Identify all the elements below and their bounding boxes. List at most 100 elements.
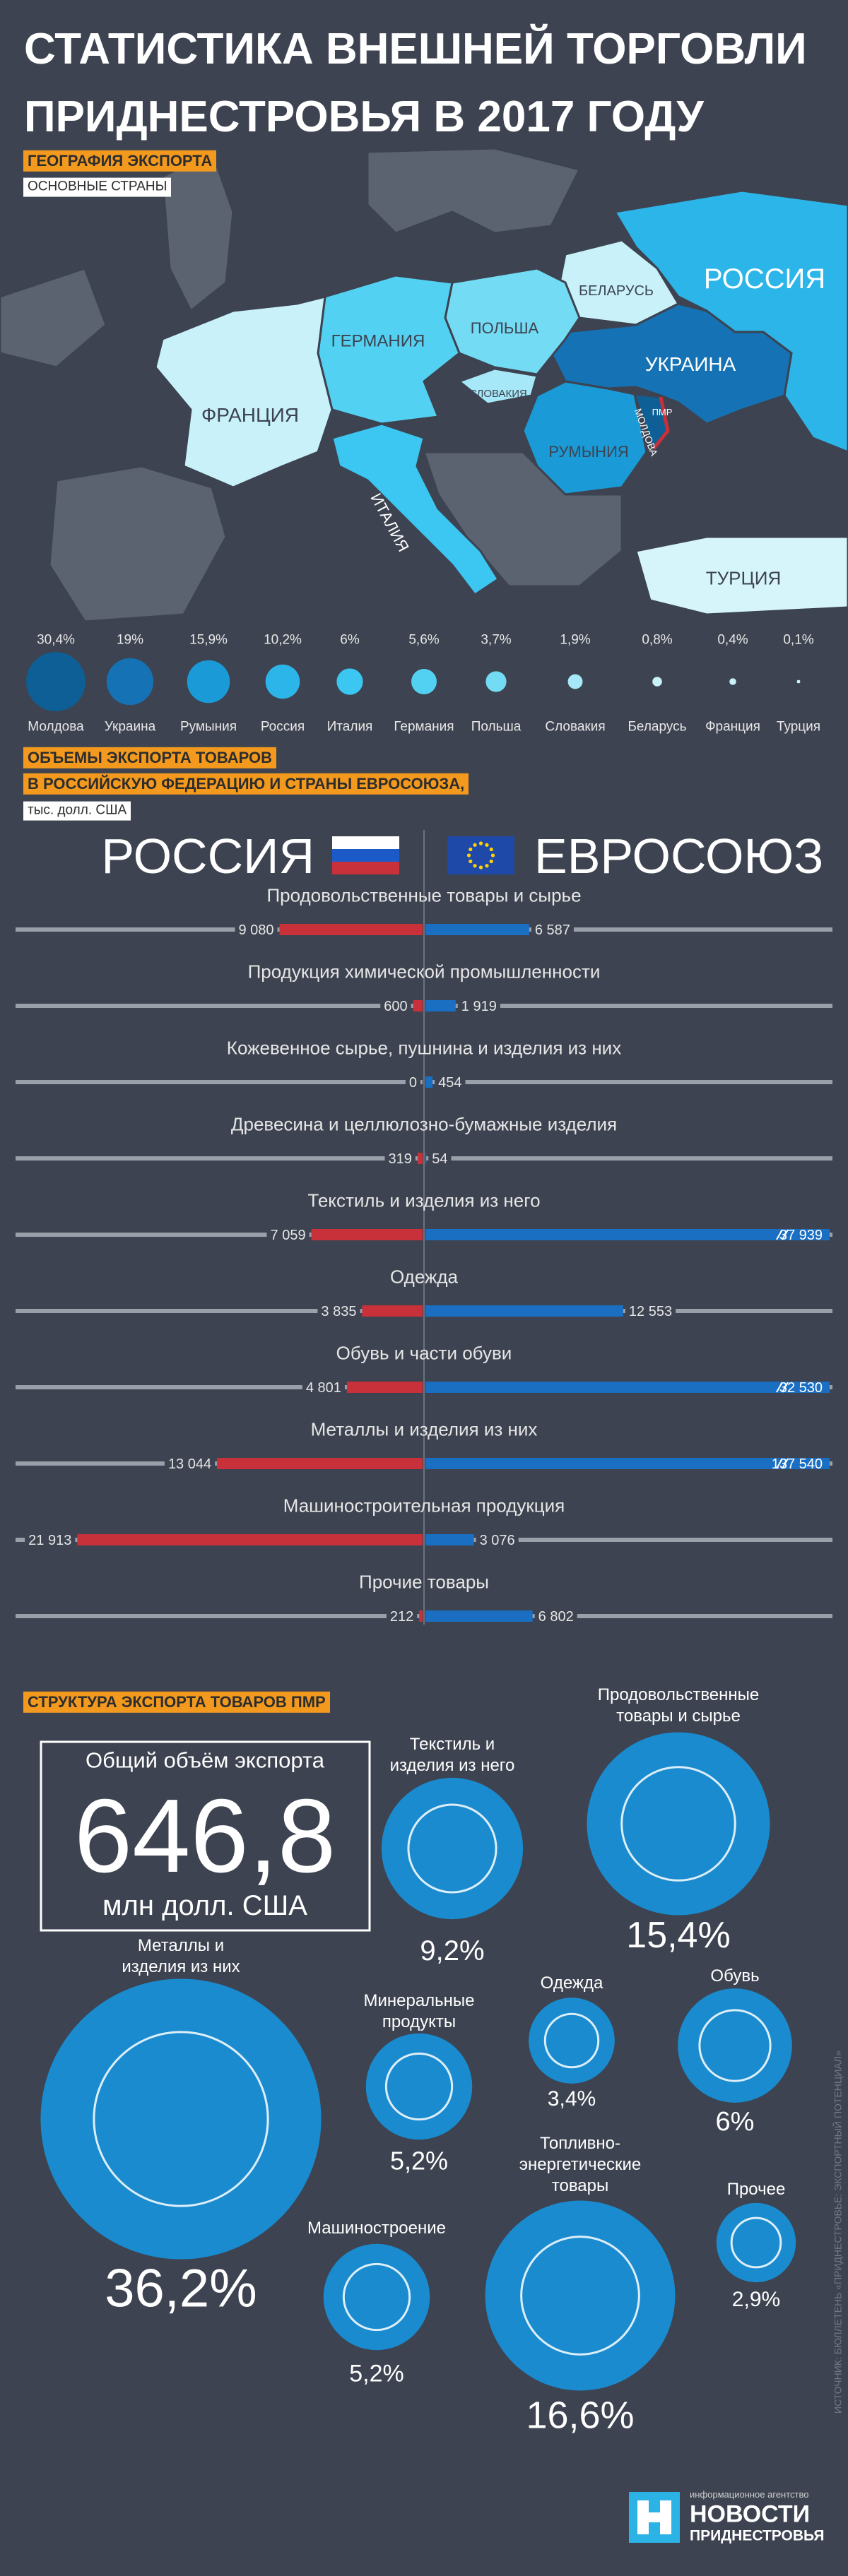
bar [425, 1305, 623, 1317]
bubble-ring [520, 2236, 640, 2356]
map-label: ГЕРМАНИЯ [331, 331, 425, 351]
value-label: 0,1% [783, 632, 814, 648]
value-label: 0 [409, 1075, 417, 1091]
flag-star [489, 859, 493, 864]
section-title: СТРУКТУРА ЭКСПОРТА ТОВАРОВ ПМР [23, 1691, 330, 1714]
bar [419, 1610, 423, 1622]
value-label: 6 587 [535, 922, 570, 938]
map-country [457, 367, 538, 405]
map-country [635, 535, 848, 616]
track [16, 1004, 423, 1008]
total-box [40, 1740, 371, 1932]
label-bg [164, 1459, 216, 1468]
section-title: ОБЪЕМЫ ЭКСПОРТА ТОВАРОВ [23, 747, 276, 769]
axis-break [782, 1458, 789, 1469]
track [425, 1004, 832, 1008]
value-label: 15,4% [626, 1914, 731, 1956]
value-label: 3,4% [547, 2087, 596, 2111]
category-label: Топливно- энергетические товары [519, 2134, 642, 2195]
logo-tagline: информационное агентство [690, 2489, 809, 2500]
track [425, 1538, 832, 1542]
bubble-ring [620, 1766, 736, 1882]
map-label: ПОЛЬША [470, 319, 539, 337]
value-label: 21 913 [28, 1533, 71, 1548]
category-label: Машиностроительная продукция [283, 1495, 565, 1516]
category-label: Беларусь [628, 719, 687, 735]
bar [346, 1382, 423, 1393]
bubble [485, 671, 507, 692]
track [425, 1156, 832, 1161]
map-label: РУМЫНИЯ [548, 442, 629, 461]
category-label: Продовольственные товары и сырье [266, 884, 582, 906]
label-bg [235, 925, 278, 934]
label-bg [534, 1612, 577, 1620]
bubble-ring [342, 2262, 411, 2332]
label-bg [386, 1612, 418, 1620]
track [16, 1080, 423, 1084]
category-label: Молдова [28, 719, 84, 735]
value-label: 6 802 [538, 1609, 574, 1625]
track [16, 1156, 423, 1161]
value-label: 13 044 [168, 1456, 211, 1472]
value-label: 32 530 [779, 1380, 823, 1396]
value-label: 30,4% [37, 632, 75, 648]
bubble-ring [730, 2216, 782, 2269]
category-label: Металлы и изделия из них [310, 1418, 538, 1440]
bubble [678, 1988, 792, 2103]
value-label: 9,2% [420, 1935, 485, 1966]
track [16, 1614, 423, 1618]
section-subtitle: В РОССИЙСКУЮ ФЕДЕРАЦИЮ И СТРАНЫ ЕВРОСОЮЗ… [23, 773, 469, 795]
category-label: Древесина и целлюлозно-бумажные изделия [230, 1113, 618, 1135]
category-label: Кожевенное сырье, пушнина и изделия из н… [226, 1037, 622, 1059]
flag-star [478, 841, 483, 845]
flag-star [490, 853, 495, 857]
map-land [161, 150, 235, 313]
map-land [0, 267, 107, 369]
bar [279, 924, 423, 935]
bubble [365, 2033, 473, 2140]
category-label: Одежда [389, 1266, 459, 1288]
bar [425, 1153, 427, 1164]
title: СТАТИСТИКА ВНЕШНЕЙ ТОРГОВЛИ ПРИДНЕСТРОВЬ… [24, 25, 807, 141]
value-label: 212 [390, 1609, 413, 1625]
bar [362, 1305, 423, 1317]
axis-break [776, 1382, 783, 1393]
map-label: УКРАИНА [644, 353, 736, 376]
flag-star [478, 865, 483, 869]
bubble [381, 1777, 524, 1920]
label-bg [531, 925, 574, 934]
label-bg [266, 1230, 310, 1239]
category-label: Франция [705, 719, 760, 735]
track [16, 1309, 423, 1313]
label-bg [435, 1078, 466, 1086]
bubble-ring [698, 2009, 772, 2082]
value-label: 5,2% [389, 2146, 449, 2176]
flag-ru [332, 836, 399, 849]
track [425, 927, 832, 932]
bar [425, 1458, 830, 1469]
track [425, 1080, 832, 1084]
bubble [187, 660, 230, 704]
bubble [265, 664, 300, 699]
value-label: 15,9% [189, 632, 228, 648]
map-label: СЛОВАКИЯ [469, 388, 527, 400]
category-label: Румыния [179, 719, 237, 735]
legend-label: ЕВРОСОЮЗ [534, 829, 824, 884]
map-country [154, 295, 334, 489]
total-unit: млн долл. США [102, 1890, 307, 1921]
value-label: 3 835 [321, 1304, 356, 1319]
bubble [26, 652, 86, 711]
category-label: Словакия [545, 719, 606, 735]
bubble-ring [543, 2012, 600, 2069]
flag-star [473, 843, 477, 847]
flag-star [473, 864, 477, 868]
value-label: 12 553 [629, 1304, 672, 1319]
track [16, 1385, 423, 1389]
value-label: 600 [384, 999, 407, 1014]
bar [425, 1382, 830, 1393]
bubble [40, 1978, 322, 2260]
bubble-ring [407, 1803, 497, 1894]
value-label: 0,4% [717, 632, 748, 648]
axis-break [782, 1229, 789, 1240]
